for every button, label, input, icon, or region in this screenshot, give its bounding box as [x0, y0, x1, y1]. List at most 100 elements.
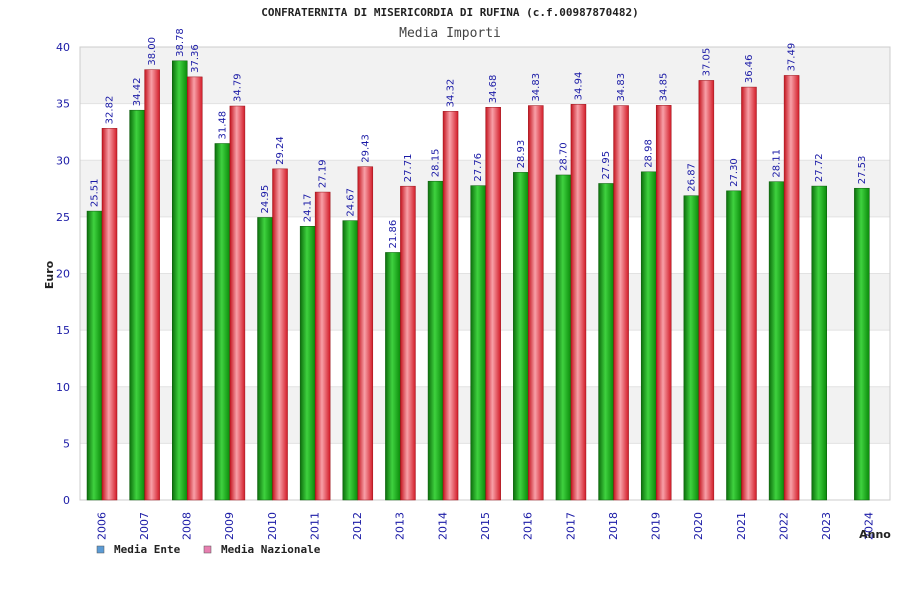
bar-media-nazionale [187, 76, 203, 501]
bar-media-ente [726, 190, 742, 501]
data-label: 34.79 [232, 73, 243, 102]
x-axis-ticks: 2006 2007 2008 2009 2010 2011 2012 2013 2014 2015… [95, 512, 875, 540]
bar-media-nazionale [655, 105, 672, 501]
bar-media-nazionale [485, 106, 501, 501]
y-tick-label: 0 [63, 494, 70, 507]
x-tick-label: 2019 [650, 512, 663, 540]
legend: Media Ente Media Nazionale [96, 543, 321, 556]
data-label: 27.30 [729, 158, 740, 187]
bar-media-ente [342, 220, 359, 501]
data-label: 28.93 [516, 140, 527, 169]
data-label: 27.71 [403, 154, 414, 183]
data-label: 21.86 [388, 220, 399, 249]
y-tick-label: 30 [56, 154, 70, 167]
bar-media-ente [214, 143, 231, 501]
data-label: 37.49 [787, 43, 798, 72]
bars [86, 60, 870, 501]
bar-media-nazionale [528, 105, 544, 501]
bar-media-ente [299, 226, 316, 501]
x-tick-label: 2017 [564, 512, 577, 540]
data-label: 28.70 [558, 142, 569, 171]
data-label: 24.95 [260, 185, 271, 214]
bar-media-ente [854, 187, 870, 501]
data-label: 37.05 [701, 48, 712, 77]
bar-media-nazionale [357, 166, 374, 501]
bar-media-ente [470, 185, 486, 501]
legend-label-media-nazionale: Media Nazionale [221, 543, 321, 556]
bar-media-nazionale [783, 75, 800, 501]
bar-media-ente [427, 180, 444, 501]
y-tick-label: 25 [56, 211, 70, 224]
x-tick-label: 2013 [394, 512, 407, 540]
x-tick-label: 2016 [522, 512, 535, 540]
bar-media-nazionale [442, 111, 459, 501]
data-label: 34.94 [573, 72, 584, 101]
bar-media-nazionale [741, 86, 757, 501]
data-label: 34.42 [132, 78, 143, 107]
legend-swatch-media-ente [96, 545, 105, 554]
data-label: 34.83 [531, 73, 542, 102]
y-tick-label: 20 [56, 268, 70, 281]
x-tick-label: 2008 [181, 512, 194, 540]
y-tick-label: 40 [56, 41, 70, 54]
data-label: 28.11 [772, 149, 783, 178]
x-tick-label: 2009 [223, 512, 236, 540]
x-tick-label: 2021 [735, 512, 748, 540]
bar-media-nazionale [314, 191, 331, 501]
bar-media-ente [86, 210, 103, 501]
x-tick-label: 2023 [820, 512, 833, 540]
y-tick-label: 15 [56, 324, 70, 337]
data-label: 27.72 [814, 153, 825, 182]
chart-title: CONFRATERNITA DI MISERICORDIA DI RUFINA … [261, 6, 639, 19]
bar-media-nazionale [101, 128, 118, 501]
bar-media-ente [172, 60, 188, 501]
x-tick-label: 2018 [607, 512, 620, 540]
data-label: 27.76 [473, 153, 484, 182]
bar-media-ente [555, 174, 572, 501]
data-label: 28.98 [644, 139, 655, 168]
data-label: 24.17 [303, 194, 314, 223]
bar-media-ente [513, 172, 529, 501]
data-label: 29.24 [275, 136, 286, 165]
data-label: 25.51 [90, 178, 101, 207]
bar-media-ente [598, 183, 614, 501]
x-tick-label: 2006 [95, 512, 108, 540]
x-tick-label: 2007 [138, 512, 151, 540]
data-label: 36.46 [744, 54, 755, 83]
data-label: 26.87 [686, 163, 697, 192]
bar-media-nazionale [400, 185, 416, 501]
data-label: 27.19 [318, 159, 329, 188]
x-tick-label: 2011 [308, 512, 321, 540]
bar-media-nazionale [272, 168, 288, 501]
chart-subtitle: Media Importi [399, 26, 501, 41]
data-label: 37.36 [190, 44, 201, 73]
data-label: 38.78 [175, 28, 186, 57]
data-label: 34.85 [659, 73, 670, 102]
data-label: 34.68 [488, 75, 499, 104]
data-label: 29.43 [360, 134, 371, 163]
bar-media-nazionale [698, 80, 715, 501]
y-tick-label: 5 [63, 437, 70, 450]
data-label: 28.15 [431, 149, 442, 178]
data-labels: 25.51 32.82 34.42 38.00 38.78 37.36 31.48 34.79… [90, 28, 868, 248]
x-tick-label: 2010 [266, 512, 279, 540]
y-tick-label: 10 [56, 381, 70, 394]
bar-media-nazionale [613, 105, 629, 501]
bar-media-ente [640, 171, 657, 501]
bar-media-ente [129, 109, 145, 501]
data-label: 27.95 [601, 151, 612, 180]
y-tick-label: 35 [56, 98, 70, 111]
x-tick-label: 2022 [777, 512, 790, 540]
bar-media-nazionale [570, 104, 587, 501]
x-tick-label: 2012 [351, 512, 364, 540]
bar-media-ente [768, 181, 785, 501]
legend-label-media-ente: Media Ente [114, 543, 181, 556]
y-axis-label: Euro [43, 260, 56, 289]
data-label: 32.82 [105, 96, 116, 125]
bar-media-ente [683, 195, 700, 501]
data-label: 24.67 [345, 188, 356, 217]
bar-media-nazionale [229, 105, 246, 501]
y-axis-ticks: 0 5 10 15 20 25 30 35 40 [56, 41, 70, 507]
x-tick-label: 2020 [692, 512, 705, 540]
